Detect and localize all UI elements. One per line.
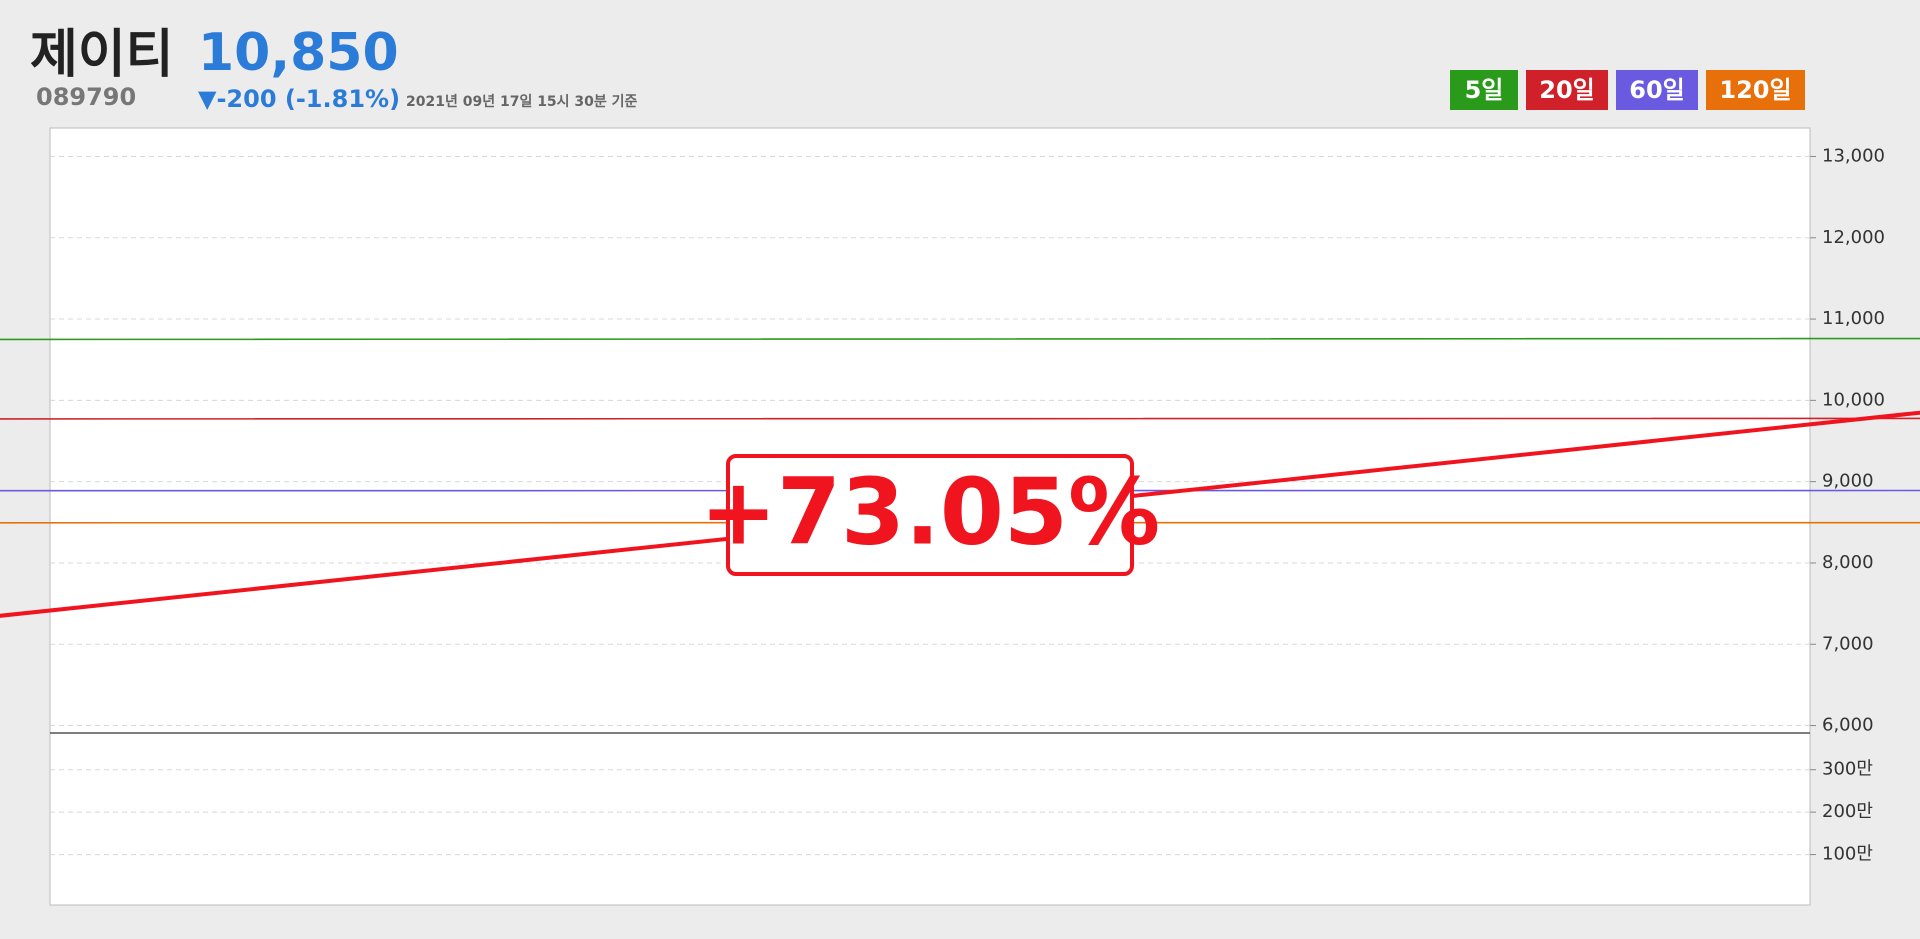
- legend-swatch: [1616, 70, 1698, 110]
- stock-name: 제이티: [30, 25, 174, 85]
- y-tick-label: 7,000: [1822, 633, 1874, 654]
- y-tick-label: 9,000: [1822, 471, 1874, 492]
- legend-swatch: [1706, 70, 1805, 110]
- volume-tick-label: 100만: [1822, 844, 1873, 865]
- y-tick-label: 6,000: [1822, 715, 1874, 736]
- legend-label: 20일: [1539, 76, 1594, 104]
- volume-tick-label: 200만: [1822, 801, 1873, 822]
- legend-swatch: [1526, 70, 1608, 110]
- annotation-label: +73.05%: [700, 458, 1160, 565]
- timestamp: 2021년 09년 17일 15시 30분 기준: [406, 94, 638, 110]
- y-tick-label: 12,000: [1822, 227, 1885, 248]
- y-tick-label: 13,000: [1822, 145, 1885, 166]
- y-tick-label: 11,000: [1822, 308, 1885, 329]
- legend-label: 60일: [1629, 76, 1684, 104]
- y-tick-label: 8,000: [1822, 552, 1874, 573]
- price-change: ▼-200 (-1.81%): [198, 85, 400, 113]
- legend-label: 5일: [1465, 76, 1504, 104]
- stock-code: 089790: [36, 83, 136, 111]
- legend-label: 120일: [1719, 76, 1791, 104]
- y-tick-label: 10,000: [1822, 389, 1885, 410]
- legend-swatch: [1450, 70, 1518, 110]
- stock-price: 10,850: [198, 23, 399, 83]
- annotation-box: [726, 454, 1134, 576]
- volume-tick-label: 300만: [1822, 759, 1873, 780]
